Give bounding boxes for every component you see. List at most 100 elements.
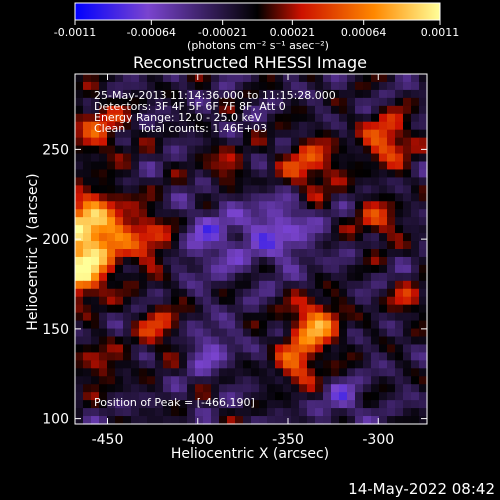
heatmap-cell [371,113,380,123]
heatmap-cell [99,81,108,91]
heatmap-cell [179,312,188,322]
heatmap-cell [115,272,124,282]
heatmap-cell [251,193,260,202]
heatmap-cell [227,400,236,409]
heatmap-cell [283,304,292,314]
heatmap-cell [203,193,212,202]
heatmap-cell [187,233,196,242]
heatmap-cell [195,81,204,91]
heatmap-cell [347,225,356,234]
heatmap-cell [219,193,228,202]
heatmap-cell [123,97,132,107]
heatmap-cell [251,249,260,258]
heatmap-cell [291,185,300,194]
heatmap-cell [371,368,380,377]
heatmap-cell [251,185,260,194]
heatmap-cell [387,113,396,123]
heatmap-cell [275,225,284,234]
heatmap-cell [355,145,364,155]
heatmap-cell [371,352,380,361]
heatmap-cell [195,209,204,218]
heatmap-cell [163,233,172,242]
heatmap-cell [211,368,220,377]
heatmap-cell [139,225,148,234]
heatmap-cell [251,280,260,290]
heatmap-cell [203,153,212,163]
heatmap-cell [179,185,188,194]
heatmap-cell [259,233,268,242]
heatmap-cell [163,209,172,218]
heatmap-cell [355,121,364,131]
heatmap-cell [307,408,316,417]
heatmap-cell [347,153,356,163]
heatmap-cell [395,392,404,401]
heatmap-cell [259,185,268,194]
heatmap-cell [75,344,84,353]
heatmap-cell [315,129,324,139]
heatmap-cell [131,336,140,346]
heatmap-cell [355,360,364,369]
heatmap-cell [339,376,348,385]
heatmap-cell [155,360,164,369]
heatmap-cell [219,241,228,250]
heatmap-cell [291,137,300,147]
heatmap-cell [91,97,100,107]
heatmap-cell [107,384,116,393]
heatmap-cell [99,129,108,139]
heatmap-cell [155,328,164,338]
heatmap-cell [363,368,372,377]
heatmap-cell [187,129,196,139]
heatmap-cell [107,177,116,186]
heatmap-cell [323,105,332,115]
heatmap-cell [179,217,188,226]
heatmap-cell [211,288,220,298]
heatmap-cell [211,344,220,353]
heatmap-cell [99,272,108,282]
heatmap-cell [115,89,124,99]
heatmap-cell [115,368,124,377]
heatmap-cell [203,312,212,322]
heatmap-cell [227,304,236,314]
heatmap-cell [147,193,156,202]
heatmap-cell [323,368,332,377]
heatmap-cell [251,256,260,266]
heatmap-cell [195,256,204,266]
heatmap-cell [235,161,244,171]
heatmap-cell [387,384,396,393]
heatmap-cell [267,185,276,194]
heatmap-cell [323,264,332,274]
heatmap-cell [163,153,172,163]
heatmap-cell [259,217,268,226]
heatmap-cell [107,296,116,306]
heatmap-cell [123,360,132,369]
heatmap-cell [171,272,180,282]
heatmap-cell [147,296,156,306]
heatmap-cell [155,81,164,91]
heatmap-cell [291,97,300,107]
heatmap-cell [115,74,124,83]
heatmap-cell [379,296,388,306]
heatmap-cell [307,161,316,171]
heatmap-cell [347,320,356,330]
heatmap-cell [387,249,396,258]
heatmap-cell [403,304,412,314]
heatmap-cell [75,121,84,131]
heatmap-cell [139,177,148,186]
heatmap-cell [403,153,412,163]
heatmap-cell [91,416,100,425]
heatmap-cell [163,145,172,155]
heatmap-cell [331,280,340,290]
heatmap-cell [371,344,380,353]
heatmap-cell [219,113,228,123]
heatmap-cell [411,201,420,210]
heatmap-cell [91,336,100,346]
heatmap-cell [139,137,148,147]
heatmap-cell [83,81,92,91]
heatmap-cell [99,408,108,417]
heatmap-cell [331,81,340,91]
heatmap-cell [139,408,148,417]
heatmap-cell [291,400,300,409]
heatmap-cell [323,249,332,258]
heatmap-cell [307,177,316,186]
heatmap-cell [299,169,308,178]
